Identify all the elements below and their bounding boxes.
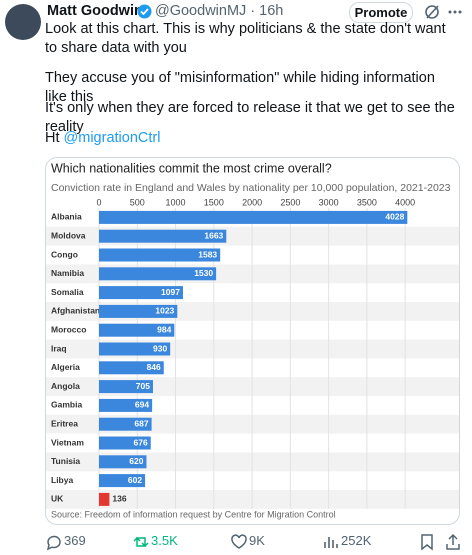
ht: Ht (45, 130, 60, 146)
x-tick-label: 4000 (395, 197, 415, 207)
x-tick-label: 2500 (280, 197, 300, 207)
author-name[interactable]: Matt Goodwin (47, 3, 143, 19)
chart-subtitle: Conviction rate in England and Wales by … (51, 182, 451, 194)
value-label: 4028 (385, 212, 404, 222)
y-tick-label: Congo (51, 249, 78, 259)
y-tick-label: Moldova (51, 230, 86, 240)
y-tick-label: Albania (51, 212, 82, 222)
tweet-text: Ht @migrationCtrl (45, 129, 460, 148)
y-tick-label: Morocco (51, 324, 86, 334)
value-label: 1663 (204, 230, 223, 240)
bar (99, 361, 164, 375)
value-label: 846 (147, 362, 161, 372)
bar (99, 210, 408, 224)
like-count[interactable]: 9K (249, 533, 265, 548)
y-tick-label: Namibia (51, 268, 84, 278)
y-tick-label: Vietnam (51, 437, 84, 447)
bar (99, 229, 227, 243)
bar (99, 323, 175, 337)
bar (99, 380, 153, 394)
bar (99, 417, 152, 431)
mention-link[interactable]: @migrationCtrl (63, 130, 161, 146)
value-label: 676 (134, 437, 148, 447)
value-label: 1097 (161, 287, 180, 297)
x-tick-label: 3500 (357, 197, 377, 207)
bar (99, 492, 110, 506)
x-tick-label: 1000 (166, 197, 186, 207)
y-tick-label: Angola (51, 381, 80, 391)
tweet-text: Look at this chart. This is why politici… (45, 21, 446, 56)
bookmark-icon[interactable] (418, 533, 436, 551)
repost-count[interactable]: 3.5K (151, 533, 178, 548)
bar (99, 304, 178, 318)
bar (99, 398, 153, 412)
y-tick-label: Eritrea (51, 418, 78, 428)
promote-button[interactable]: Promote (349, 2, 413, 23)
reply-icon[interactable] (45, 533, 63, 551)
y-tick-label: Iraq (51, 343, 67, 353)
handle[interactable]: @GoodwinMJ · 16h (155, 3, 284, 19)
value-label: 136 (112, 494, 126, 504)
bar (99, 342, 171, 356)
value-label: 984 (157, 324, 171, 334)
x-tick-label: 2000 (242, 197, 262, 207)
value-label: 687 (134, 418, 148, 428)
tweet-text: It's only when they are forced to releas… (45, 100, 455, 135)
value-label: 1023 (155, 306, 174, 316)
views-icon[interactable] (322, 533, 340, 551)
bar (99, 436, 151, 450)
value-label: 705 (136, 381, 150, 391)
repost-icon[interactable] (132, 533, 150, 551)
x-tick-label: 500 (130, 197, 145, 207)
value-label: 1530 (194, 268, 213, 278)
share-icon[interactable] (444, 533, 462, 551)
y-tick-label: Tunisia (51, 456, 80, 466)
value-label: 602 (128, 475, 142, 485)
value-label: 620 (129, 456, 143, 466)
y-tick-label: Somalia (51, 287, 84, 297)
chart: Which nationalities commit the most crim… (46, 161, 459, 519)
x-tick-label: 3000 (319, 197, 339, 207)
bar (99, 286, 183, 300)
bar (99, 455, 147, 469)
value-label: 1583 (198, 249, 217, 259)
view-count[interactable]: 252K (341, 533, 372, 548)
chart-source: Source: Freedom of information request b… (51, 509, 336, 519)
tweet-text: They accuse you of "misinformation" whil… (45, 70, 435, 105)
like-icon[interactable] (230, 533, 248, 551)
bar (99, 248, 221, 262)
x-tick-label: 1500 (204, 197, 224, 207)
y-tick-label: Afghanistan (51, 306, 100, 316)
chart-title: Which nationalities commit the most crim… (51, 161, 332, 175)
grok-icon[interactable] (423, 3, 441, 21)
chart-card[interactable]: Which nationalities commit the most crim… (45, 157, 460, 525)
y-tick-label: Gambia (51, 400, 82, 410)
value-label: 930 (153, 343, 167, 353)
reply-count[interactable]: 369 (64, 533, 86, 548)
verified-badge (137, 4, 152, 19)
more-icon[interactable] (446, 3, 464, 21)
y-tick-label: UK (51, 494, 64, 504)
value-label: 694 (135, 400, 149, 410)
avatar[interactable] (5, 4, 41, 40)
bar (99, 474, 146, 488)
bar (99, 267, 217, 281)
y-tick-label: Algeria (51, 362, 80, 372)
y-tick-label: Libya (51, 475, 73, 485)
x-tick-label: 0 (96, 197, 101, 207)
